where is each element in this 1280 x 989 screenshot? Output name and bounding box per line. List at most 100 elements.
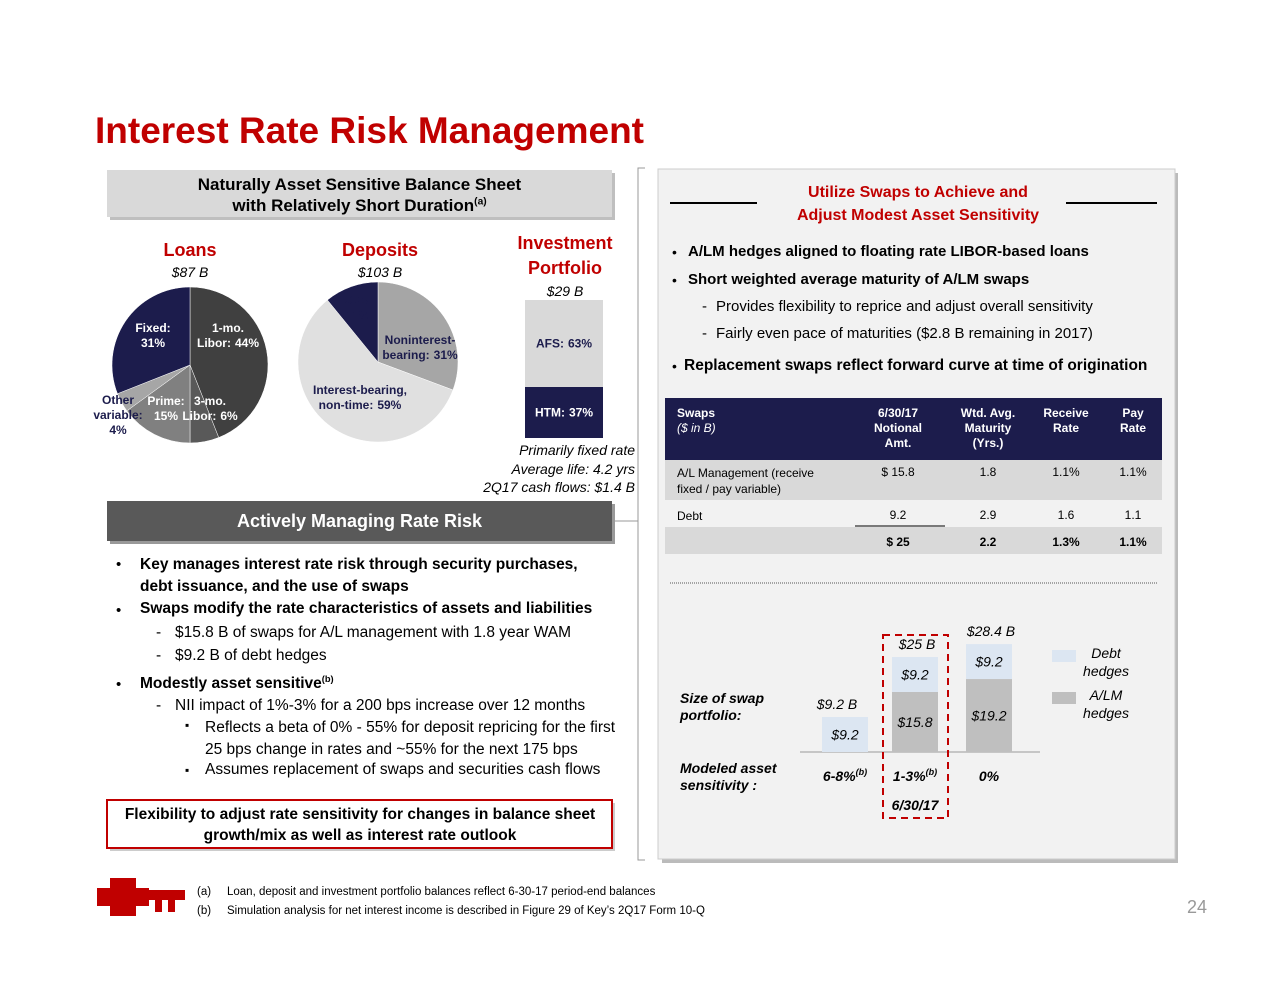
slice-label-text: Libor: [197,336,231,350]
bar-segment [822,717,868,752]
bullet-marker: ▪ [185,763,190,777]
footnote-ref: (b) [856,767,868,777]
segment-label: AFS: 63% [536,336,592,350]
highlight-box [882,634,949,819]
panel-heading: Utilize Swaps to Achieve and [808,184,1028,201]
slice-label: Noninterest- [385,333,456,347]
legend-swatch [1052,650,1076,662]
total-label: $25 B [898,636,936,652]
value-label: $9.2 [830,727,858,743]
footnote-ref: (b) [321,674,334,684]
slice-label: Libor: 44% [197,336,259,350]
table-row-bg [665,527,1162,554]
chart-label: portfolio: [680,707,742,723]
pie-subtitle: $103 B [357,264,403,280]
bullet-marker: - [702,298,707,315]
bullet-marker: ▪ [185,718,190,732]
footnote-mark: (b) [197,905,212,917]
bullet-marker: • [672,358,677,374]
slice-label: Interest-bearing, [313,383,407,397]
title: Interest Rate Risk Management [95,110,645,151]
table-header: Amt. [884,436,912,450]
sub-sub-bullet: Reflects a beta of 0% - 55% for deposit … [205,719,616,758]
bullet: Short weighted average maturity of A/LM … [688,271,1030,288]
footnote: Loan, deposit and investment portfolio b… [227,886,656,898]
segment-label-text: AFS: [536,336,564,350]
sensitivity-value: 1-3% [893,768,926,784]
slice-label: non-time: 59% [319,398,402,412]
value-label: $9.2 [900,666,928,682]
table-cell: 1.1% [1119,465,1147,479]
logo [97,878,185,916]
slice-label-text: Noninterest- [385,333,456,347]
slice-label: bearing: 31% [382,348,458,362]
bullet-marker: • [116,556,122,573]
table-cell: 9.2 [889,508,907,522]
bullet-marker: • [116,602,122,619]
slice-label: Prime: [147,394,184,408]
page-number: 24 [1187,897,1208,917]
slice-value: 11% [346,308,370,322]
value-label: $19.2 [970,708,1006,724]
bar-title: Investment [517,233,613,253]
bullet-marker: - [156,624,162,641]
table-total: 1.1% [1119,535,1147,549]
slice-value: 15% [154,409,178,423]
table-header: Pay [1122,406,1144,420]
heading: Naturally Asset Sensitive Balance Sheet [197,175,522,194]
chart-label: sensitivity : [680,777,758,793]
bullet-marker: - [702,325,707,342]
bar-subtitle: $29 B [546,283,584,299]
bar-segment [525,386,603,438]
table-header: Wtd. Avg. [960,406,1016,420]
table-header: 6/30/17 [877,406,919,420]
sub-sub-bullet: Assumes replacement of swaps and securit… [205,761,601,778]
slice-label: 3-mo. [194,394,226,408]
table-total: $ 25 [886,535,910,549]
table-cell: 1.8 [979,465,997,479]
note: Primarily fixed rate [519,442,635,458]
slice-label-text: 3-mo. [194,394,226,408]
segment-value: 37% [569,405,593,419]
table-header-bg [665,398,1162,460]
category-label: 6/30/17 [892,797,940,813]
bracket [637,167,645,861]
bullet-marker: • [116,676,122,693]
footnote-ref: (b) [926,767,938,777]
segment-value: 63% [568,336,592,350]
footnote-mark: (a) [197,886,212,898]
sub-bullet: Provides flexibility to reprice and adju… [716,298,1093,315]
table-header: Notional [874,421,922,435]
bullet-marker: - [156,647,162,664]
pie-slice [111,286,191,395]
total-label: $9.2 B [816,696,857,712]
slice-label-text: bearing: [382,348,429,362]
table-header: Rate [1052,421,1079,435]
callout: Flexibility to adjust rate sensitivity f… [124,806,596,844]
table-cell: 1.1% [1052,465,1080,479]
slice-label-text: Other [102,393,134,407]
sensitivity: 1-3%(b) [893,767,937,784]
section-title: Actively Managing Rate Risk [236,511,483,531]
panel-heading: Adjust Modest Asset Sensitivity [796,207,1040,224]
slice-label-text: 1-mo. [212,321,244,335]
pie-slice [377,281,459,391]
slice-label-text: non-time: [319,398,374,412]
table-cell: 1.1 [1124,508,1142,522]
note: Average life: 4.2 yrs [511,461,635,477]
table-header: Maturity [964,421,1012,435]
footnote-ref: (a) [474,196,487,208]
heading-text: with Relatively Short Duration [232,196,475,215]
bullet-marker: • [672,244,677,260]
heading: with Relatively Short Duration(a) [107,196,612,216]
slice-label: Libor: 6% [182,409,238,423]
table-header: ($ in B) [677,421,716,435]
bar-title: Portfolio [528,258,602,278]
slice-label-text: Interest-bearing, [313,383,407,397]
pie-title: Loans [163,240,217,260]
bar-segment [892,691,938,752]
slice-value: 59% [377,398,401,412]
table-header: (Yrs.) [972,436,1004,450]
table-header: Swaps [677,406,716,420]
